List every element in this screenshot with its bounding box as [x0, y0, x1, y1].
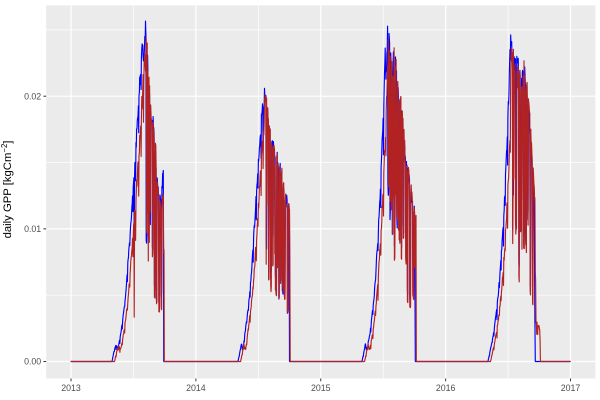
svg-text:2013: 2013	[61, 383, 81, 393]
svg-text:2016: 2016	[436, 383, 456, 393]
svg-text:2017: 2017	[561, 383, 581, 393]
svg-text:0.01: 0.01	[24, 224, 41, 234]
svg-text:2015: 2015	[311, 383, 331, 393]
svg-text:0.00: 0.00	[24, 357, 41, 367]
svg-text:daily GPP [kgCm−2]: daily GPP [kgCm−2]	[0, 141, 14, 239]
svg-text:0.02: 0.02	[24, 91, 41, 101]
svg-text:2014: 2014	[186, 383, 206, 393]
